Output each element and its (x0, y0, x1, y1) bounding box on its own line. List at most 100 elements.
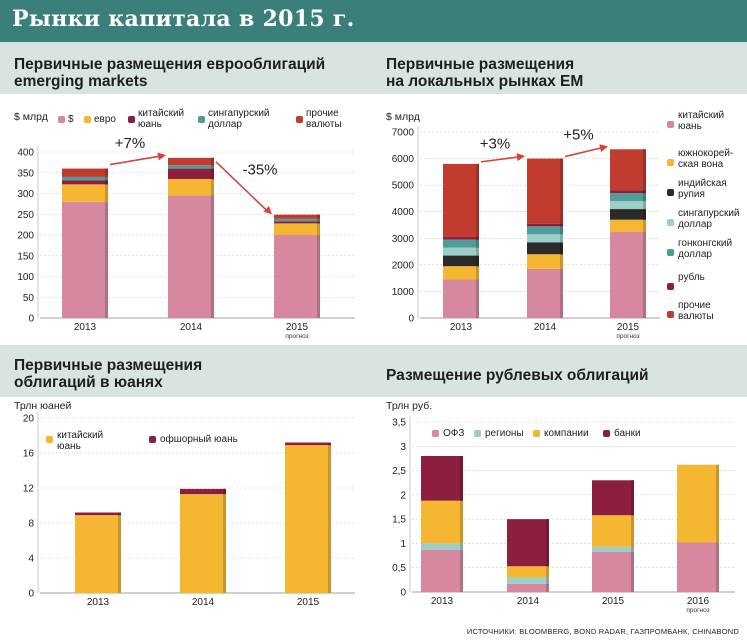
legend-label-regions: регионы (485, 428, 524, 439)
chart4-bar-shade (631, 546, 634, 552)
chart4-bar-segment (421, 543, 463, 550)
chart1-bar-segment (168, 168, 214, 179)
chart1-bar-shade (105, 184, 108, 202)
chart2-growth-arrow-line (564, 146, 605, 158)
chart1-ytick-label: 0 (28, 314, 34, 325)
chart3-bar-shade (328, 442, 331, 446)
chart2-bar-segment (527, 254, 563, 269)
chart2-ytick-label: 0 (408, 314, 414, 325)
chart4-xtick-label: 2016 (687, 596, 710, 607)
chart2-growth-label: +5% (563, 126, 593, 143)
legend-swatch-ofz (432, 430, 439, 437)
chart4-bar-segment (421, 500, 463, 544)
chart2-bar-shade (643, 231, 646, 318)
chart2-growth-arrow-line (480, 155, 522, 163)
chart1-bar-segment (274, 221, 320, 224)
chart4-bar-segment (507, 577, 549, 584)
chart1-ytick-label: 400 (17, 148, 34, 159)
chart1-bar-segment (168, 178, 214, 196)
chart1-bar-shade (105, 168, 108, 177)
chart3-xtick-label: 2014 (192, 597, 215, 608)
chart1-ytick-label: 100 (17, 272, 34, 283)
chart1-bar-shade (317, 235, 320, 318)
legend-swatch-usd (58, 116, 65, 123)
chart2-bar-segment (527, 242, 563, 255)
legend-swatch-companies (533, 430, 540, 437)
chart4-xtick-note: прогноз (686, 607, 709, 614)
chart4-bar-segment (507, 583, 549, 592)
chart2-ytick-label: 7000 (392, 128, 415, 139)
chart3-ylabel: Трлн юаней (14, 400, 72, 412)
chart1-bar-shade (317, 221, 320, 224)
chart4-bar-shade (460, 456, 463, 501)
chart2-bar-shade (560, 226, 563, 235)
chart1-bar-shade (211, 195, 214, 318)
chart1-bar-segment (168, 165, 214, 169)
chart3-bar-segment (285, 442, 331, 446)
chart4-xtick-label: 2014 (517, 596, 540, 607)
chart4-bar-segment (421, 456, 463, 501)
chart4-bar-segment (592, 480, 634, 516)
chart3-bar-shade (223, 494, 226, 593)
chart4-bar-shade (546, 577, 549, 584)
chart1-ytick-label: 250 (17, 210, 34, 221)
chart3-ytick-label: 0 (28, 589, 34, 600)
chart2-ytick-label: 4000 (392, 207, 415, 218)
chart2-ylabel: $ млрд (386, 111, 420, 123)
chart4-bar-shade (546, 583, 549, 592)
legend-swatch (667, 311, 674, 318)
chart2-ytick-label: 6000 (392, 154, 415, 165)
page-title: Рынки капитала в 2015 г. (12, 6, 355, 32)
chart1-bar-segment (62, 168, 108, 177)
chart4-bar-segment (592, 551, 634, 592)
legend-label: гонконгский доллар (678, 238, 733, 260)
chart1-bar-shade (317, 214, 320, 219)
chart1-bar-segment (62, 180, 108, 185)
chart1-xtick-label: 2013 (74, 322, 97, 333)
legend-swatch-euro (84, 116, 91, 123)
chart1-bar-shade (211, 168, 214, 179)
chart2-bar-segment (610, 231, 646, 318)
chart3-bar-shade (223, 488, 226, 495)
chart2-growth-arrow-head (599, 144, 608, 153)
chart1-ylabel: $ млрд (14, 111, 48, 123)
chart1-bar-segment (274, 223, 320, 235)
chart2-title: Первичные размещения на локальных рынках… (386, 56, 584, 90)
chart2-bar-shade (643, 190, 646, 194)
chart4-ytick-label: 3 (400, 442, 406, 453)
chart1-bar-shade (317, 223, 320, 235)
chart2-bar-shade (476, 236, 479, 240)
chart2-bar-segment (610, 193, 646, 202)
chart3-xtick-label: 2013 (87, 597, 110, 608)
chart2-bar-segment (443, 236, 479, 240)
chart3-bar-shade (118, 512, 121, 516)
chart2-ytick-label: 3000 (392, 234, 415, 245)
chart2-bar-shade (476, 247, 479, 256)
legend-swatch (667, 121, 674, 128)
legend-label-usd: $ (68, 114, 74, 125)
chart2-bar-segment (443, 163, 479, 237)
chart3-bar-shade (328, 445, 331, 593)
chart1-bar-segment (168, 195, 214, 318)
bottom-header-band (0, 345, 747, 397)
chart2-ytick-label: 1000 (392, 287, 415, 298)
chart3-title: Первичные размещения облигаций в юанях (14, 357, 203, 391)
chart1-xtick-label: 2015 (286, 322, 309, 333)
chart2-bar-shade (643, 209, 646, 220)
legend-swatch-regions (474, 430, 481, 437)
chart1-bar-shade (317, 218, 320, 222)
chart4-ytick-label: 0,5 (392, 563, 406, 574)
chart4-bar-shade (546, 566, 549, 578)
chart2-bar-segment (443, 279, 479, 318)
chart2-bar-shade (560, 242, 563, 255)
chart1-bar-segment (274, 235, 320, 318)
chart1-xtick-note: прогноз (285, 333, 308, 340)
chart1-ytick-label: 200 (17, 231, 34, 242)
legend-swatch (667, 283, 674, 290)
chart4-bar-shade (460, 549, 463, 592)
legend-label: прочие валюты (678, 300, 714, 322)
chart1-growth-arrow-head (157, 152, 166, 161)
